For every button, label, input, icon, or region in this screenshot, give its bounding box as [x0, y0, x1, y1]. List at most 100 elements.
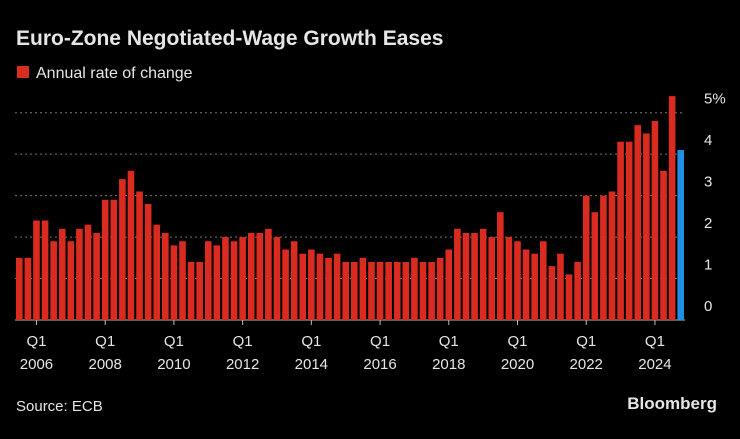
- bar: [144, 203, 152, 320]
- bar: [299, 253, 307, 320]
- bar: [230, 241, 238, 320]
- bar: [660, 170, 667, 320]
- bar: [170, 245, 178, 320]
- bar: [110, 199, 118, 320]
- y-tick-label: 2: [704, 215, 712, 232]
- bar: [84, 224, 92, 320]
- bar: [479, 228, 487, 320]
- brand: Bloomberg: [627, 394, 717, 413]
- bar: [101, 199, 109, 320]
- x-tick-label: 2008: [89, 356, 122, 373]
- bar: [162, 232, 169, 320]
- bar: [402, 261, 410, 320]
- bar: [290, 241, 298, 320]
- bar: [359, 257, 367, 320]
- bar: [350, 261, 358, 320]
- bar: [136, 191, 143, 320]
- bar: [522, 249, 530, 320]
- x-tick-label: 2022: [570, 356, 603, 373]
- x-tick-label: Q1: [439, 333, 459, 350]
- bar: [651, 121, 659, 320]
- bar: [187, 261, 195, 320]
- x-tick-label: Q1: [507, 333, 527, 350]
- bar: [376, 261, 384, 320]
- x-tick-label: 2010: [157, 356, 190, 373]
- bar: [539, 241, 547, 320]
- x-tick-label: Q1: [26, 333, 46, 350]
- bar: [643, 133, 650, 320]
- bar: [531, 253, 538, 320]
- bar: [282, 249, 289, 320]
- source: Source: ECB: [16, 398, 103, 415]
- bar: [247, 232, 255, 320]
- x-tick-label: Q1: [370, 333, 390, 350]
- x-tick-label: Q1: [645, 333, 665, 350]
- bar: [204, 241, 212, 320]
- bar: [591, 212, 599, 320]
- bar: [411, 257, 418, 320]
- bar: [50, 241, 57, 320]
- y-tick-label: 1: [704, 257, 712, 274]
- bar: [505, 237, 513, 320]
- bar: [196, 261, 203, 320]
- bar: [308, 249, 315, 320]
- bar: [428, 261, 435, 320]
- bar: [179, 241, 186, 320]
- y-tick-label: 4: [704, 132, 712, 149]
- bar: [436, 257, 444, 320]
- x-tick-label: Q1: [233, 333, 253, 350]
- bar: [565, 274, 573, 320]
- chart-title: Euro-Zone Negotiated-Wage Growth Eases: [16, 27, 443, 50]
- bar: [127, 170, 135, 320]
- x-tick-label: 2014: [295, 356, 328, 373]
- bar: [316, 253, 324, 320]
- bar: [67, 241, 75, 320]
- bar: [488, 237, 496, 320]
- bar: [608, 191, 616, 320]
- bar: [325, 257, 332, 320]
- bar: [15, 257, 23, 320]
- bar: [239, 237, 246, 320]
- bar: [548, 266, 556, 320]
- bar: [634, 125, 642, 320]
- y-tick-label: 0: [704, 298, 712, 315]
- x-tick-label: Q1: [301, 333, 321, 350]
- bar: [213, 245, 221, 320]
- bar: [333, 253, 341, 320]
- bar: [76, 228, 83, 320]
- bar: [445, 249, 453, 320]
- bar: [24, 257, 32, 320]
- bar: [668, 96, 676, 321]
- x-tick-label: 2012: [226, 356, 259, 373]
- x-tick-label: Q1: [164, 333, 184, 350]
- bar: [385, 261, 392, 320]
- bar: [419, 261, 427, 320]
- x-tick-label: 2018: [432, 356, 465, 373]
- bar: [256, 232, 264, 320]
- legend-label: Annual rate of change: [36, 65, 193, 82]
- x-tick-label: 2024: [638, 356, 671, 373]
- bar: [677, 150, 685, 320]
- bar: [471, 232, 478, 320]
- bar: [514, 241, 521, 320]
- legend-swatch: [17, 66, 29, 78]
- x-tick-label: 2006: [20, 356, 53, 373]
- bar: [265, 228, 272, 320]
- bar: [342, 261, 350, 320]
- bar: [273, 237, 281, 320]
- bar: [153, 224, 161, 320]
- x-tick-label: 2016: [363, 356, 396, 373]
- y-tick-label: 3: [704, 174, 712, 191]
- bar: [33, 220, 40, 320]
- y-tick-label: 5%: [704, 91, 726, 108]
- bar: [617, 141, 624, 320]
- bar: [454, 228, 461, 320]
- bar: [119, 179, 126, 320]
- bar: [222, 237, 229, 320]
- bar: [574, 261, 581, 320]
- bar: [58, 228, 66, 320]
- bar: [393, 261, 401, 320]
- bar: [93, 232, 100, 320]
- bar: [582, 195, 590, 320]
